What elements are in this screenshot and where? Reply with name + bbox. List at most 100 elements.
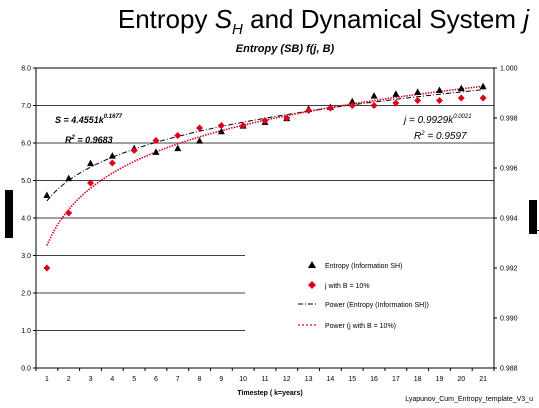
j-point bbox=[261, 117, 269, 124]
title-symbol-j: j bbox=[523, 4, 529, 34]
left-tick-label: 5.0 bbox=[21, 178, 31, 185]
left-fit-r2: R2 = 0.9683 bbox=[65, 135, 113, 145]
entropy-point bbox=[435, 86, 443, 93]
x-tick-label: 7 bbox=[176, 376, 180, 383]
legend-label-j: j with B = 10% bbox=[324, 283, 370, 290]
x-tick-label: 19 bbox=[436, 376, 444, 383]
x-tick-label: 17 bbox=[392, 376, 400, 383]
data-points bbox=[43, 82, 487, 272]
right-tick-label: 1.000 bbox=[500, 66, 518, 73]
right-fit-equation: j = 0.9929k0.0021 bbox=[402, 114, 472, 126]
x-tick-label: 14 bbox=[327, 376, 335, 383]
j-point bbox=[239, 122, 247, 129]
entropy-point bbox=[196, 137, 204, 144]
x-tick-label: 11 bbox=[261, 376, 268, 383]
j-power-fit-line bbox=[46, 85, 484, 246]
x-tick-label: 13 bbox=[305, 376, 313, 383]
j-point bbox=[217, 122, 225, 129]
entropy-point bbox=[152, 148, 160, 155]
left-axis-ticks: 0.0 1.0 2.0 3.0 4.0 5.0 6.0 7.0 8.0 bbox=[21, 66, 36, 373]
x-tick-label: 12 bbox=[283, 376, 291, 383]
x-tick-label: 16 bbox=[370, 376, 378, 383]
x-tick-label: 9 bbox=[219, 376, 223, 383]
entropy-power-fit-line bbox=[46, 89, 484, 202]
left-side-marker bbox=[5, 190, 13, 238]
entropy-point bbox=[348, 97, 356, 105]
right-side-tick bbox=[532, 230, 539, 231]
x-tick-label: 15 bbox=[348, 376, 356, 383]
j-point bbox=[43, 264, 51, 272]
j-point bbox=[457, 94, 465, 102]
x-tick-label: 18 bbox=[414, 376, 422, 383]
j-point bbox=[283, 114, 291, 122]
entropy-point bbox=[414, 88, 422, 95]
j-point bbox=[414, 97, 422, 104]
right-axis-ticks: 0.988 0.990 0.992 0.994 0.996 0.998 1.000 bbox=[494, 66, 518, 373]
chart-title: Entropy (SB) f(j, B) bbox=[236, 43, 335, 55]
right-tick-label: 0.998 bbox=[500, 116, 518, 123]
left-tick-label: 1.0 bbox=[21, 328, 31, 335]
entropy-point bbox=[87, 159, 95, 167]
left-tick-label: 4.0 bbox=[21, 216, 31, 223]
gridlines bbox=[36, 105, 494, 331]
legend-label-j-fit: Power (j with B = 10%) bbox=[325, 323, 396, 330]
entropy-point bbox=[108, 152, 116, 159]
x-tick-label: 10 bbox=[239, 376, 247, 383]
j-point bbox=[108, 159, 116, 167]
footer-filename: Lyapunov_Cum_Entropy_template_V3_u bbox=[405, 396, 533, 403]
j-point bbox=[370, 102, 378, 109]
left-tick-label: 3.0 bbox=[21, 253, 31, 260]
entropy-point bbox=[65, 174, 73, 182]
entropy-point bbox=[43, 191, 51, 198]
slide-title: Entropy SH and Dynamical System j bbox=[0, 4, 539, 38]
x-tick-label: 21 bbox=[479, 376, 487, 383]
j-point bbox=[392, 99, 400, 107]
left-tick-label: 8.0 bbox=[21, 66, 31, 73]
legend-marker-j bbox=[308, 281, 316, 289]
right-tick-label: 0.992 bbox=[500, 266, 518, 273]
entropy-point bbox=[370, 92, 378, 99]
x-tick-label: 5 bbox=[132, 376, 136, 383]
entropy-point bbox=[217, 127, 225, 135]
left-fit-equation: S = 4.4551k0.1677 bbox=[55, 114, 123, 125]
j-point bbox=[479, 94, 487, 102]
left-tick-label: 0.0 bbox=[21, 366, 31, 373]
legend-label-entropy-fit: Power (Entropy (Information SH)) bbox=[325, 302, 429, 309]
x-axis-ticks: 1 2 3 4 5 6 7 8 9 10 11 12 13 14 15 16 17 18 19 20 21 bbox=[35, 368, 495, 383]
right-tick-label: 0.994 bbox=[500, 216, 518, 223]
right-tick-label: 0.988 bbox=[500, 366, 518, 373]
x-tick-label: 2 bbox=[67, 376, 71, 383]
j-point bbox=[305, 107, 313, 114]
x-tick-label: 20 bbox=[457, 376, 465, 383]
right-side-marker bbox=[529, 200, 537, 234]
legend: Entropy (Information SH) j with B = 10% … bbox=[298, 261, 429, 330]
x-tick-label: 3 bbox=[89, 376, 93, 383]
j-point bbox=[348, 102, 356, 109]
j-point bbox=[152, 137, 160, 144]
title-middle: and Dynamical System bbox=[242, 4, 524, 34]
x-tick-label: 4 bbox=[110, 376, 114, 383]
j-point bbox=[65, 209, 73, 217]
title-subscript-h: H bbox=[232, 21, 243, 39]
entropy-point bbox=[479, 82, 487, 90]
title-prefix: Entropy bbox=[117, 4, 215, 34]
right-tick-label: 0.996 bbox=[500, 166, 518, 173]
left-tick-label: 6.0 bbox=[21, 141, 31, 148]
entropy-point bbox=[392, 90, 400, 97]
j-point bbox=[87, 179, 95, 187]
x-axis-label: Timestep ( k=years) bbox=[237, 390, 302, 397]
j-point bbox=[174, 132, 182, 139]
x-tick-label: 6 bbox=[154, 376, 158, 383]
x-tick-label: 8 bbox=[198, 376, 202, 383]
entropy-point bbox=[457, 84, 465, 92]
left-tick-label: 2.0 bbox=[21, 291, 31, 298]
j-point bbox=[435, 97, 443, 104]
legend-label-entropy: Entropy (Information SH) bbox=[325, 263, 402, 270]
x-tick-label: 1 bbox=[45, 376, 49, 383]
title-symbol-s: S bbox=[214, 4, 233, 34]
right-tick-label: 0.990 bbox=[500, 316, 518, 323]
entropy-point bbox=[174, 144, 182, 152]
j-point bbox=[196, 124, 204, 132]
j-point bbox=[130, 147, 138, 154]
